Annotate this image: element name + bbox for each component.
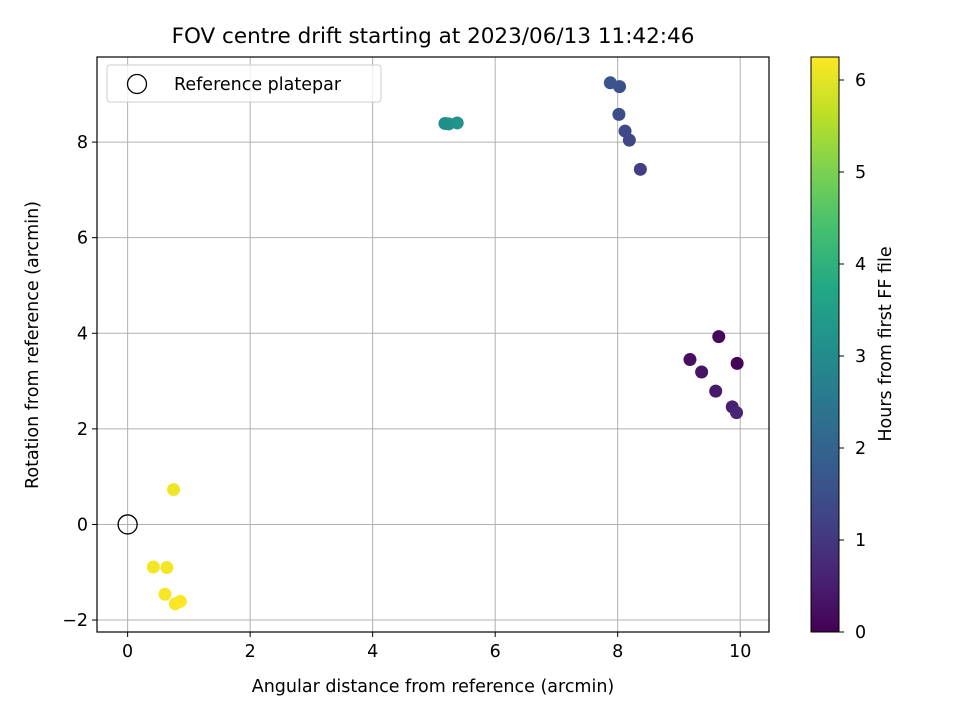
y-tick-label: 4 — [77, 324, 88, 344]
x-axis-label: Angular distance from reference (arcmin) — [252, 677, 615, 697]
y-tick-label: 8 — [77, 133, 88, 153]
x-tick-label: 0 — [122, 642, 133, 662]
y-axis-label: Rotation from reference (arcmin) — [23, 201, 43, 489]
legend-label-reference: Reference platepar — [174, 75, 342, 95]
x-tick-label: 2 — [245, 642, 256, 662]
legend: Reference platepar — [106, 64, 382, 103]
plot-frame — [96, 56, 770, 633]
y-tick-label: 2 — [77, 420, 88, 440]
colorbar-tick-label: 0 — [855, 623, 866, 643]
y-tick-label: 0 — [77, 515, 88, 535]
colorbar-tick-label: 3 — [855, 347, 866, 367]
data-point — [730, 406, 744, 420]
data-point — [695, 365, 709, 379]
data-point — [173, 594, 187, 608]
data-points — [117, 76, 744, 611]
colorbar-tick-label: 5 — [855, 163, 866, 183]
y-tick-label: 6 — [77, 229, 88, 249]
data-point — [146, 560, 160, 574]
data-point — [712, 330, 726, 344]
colorbar-label: Hours from first FF file — [876, 246, 896, 441]
data-point — [158, 587, 172, 601]
data-point — [709, 384, 723, 398]
legend-box — [106, 64, 382, 103]
colorbar-bar — [810, 56, 840, 633]
colorbar-tick-label: 4 — [855, 255, 866, 275]
data-point — [633, 162, 647, 176]
data-point — [160, 560, 174, 574]
data-point — [603, 76, 617, 90]
legend-marker-reference — [126, 73, 148, 95]
data-point — [730, 356, 744, 370]
axes: 0 2 4 6 8 10 −2 0 2 4 6 8 — [62, 56, 770, 662]
colorbar-tick-label: 1 — [855, 531, 866, 551]
data-point — [612, 107, 626, 121]
x-tick-label: 4 — [367, 642, 378, 662]
data-point — [167, 483, 181, 497]
colorbar-ticks: 0 1 2 3 4 5 6 — [839, 71, 866, 643]
grid — [97, 57, 769, 632]
colorbar-tick-label: 6 — [855, 71, 866, 91]
chart-title: FOV centre drift starting at 2023/06/13 … — [172, 24, 695, 49]
reference-platepar-marker — [117, 514, 138, 535]
x-tick-label: 10 — [729, 642, 751, 662]
colorbar-tick-label: 2 — [855, 439, 866, 459]
x-tick-label: 6 — [490, 642, 501, 662]
y-tick-label: −2 — [62, 611, 88, 631]
colorbar: 0 1 2 3 4 5 6 Hours from first FF file — [810, 56, 896, 643]
x-tick-label: 8 — [612, 642, 623, 662]
data-point — [618, 124, 632, 138]
data-point — [683, 353, 697, 367]
data-point — [450, 116, 464, 130]
